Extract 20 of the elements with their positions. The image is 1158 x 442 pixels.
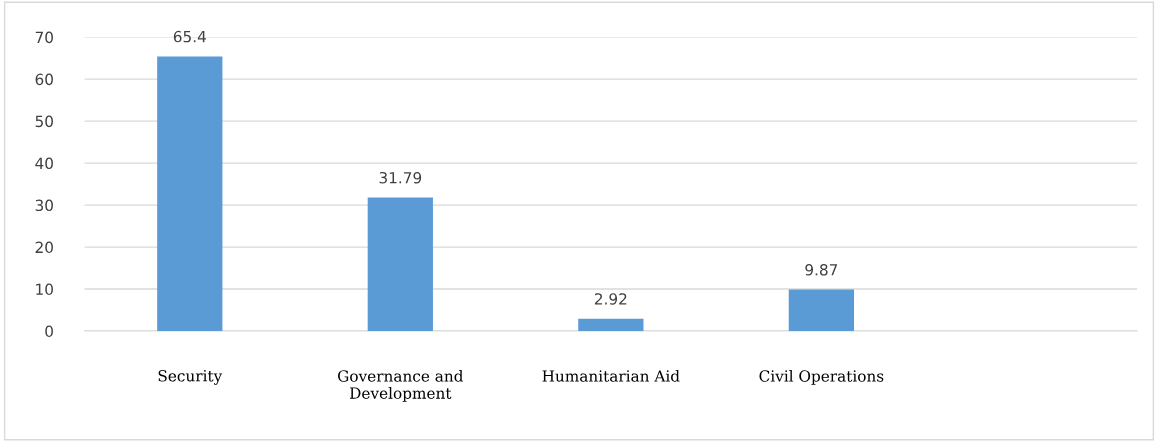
data-label: 31.79 (379, 171, 422, 184)
bar (578, 318, 644, 332)
x-tick-label: Security (158, 370, 223, 385)
y-tick-label: 20 (35, 241, 53, 254)
x-tick-label: Humanitarian Aid (542, 369, 680, 382)
y-tick-label: 10 (36, 283, 53, 296)
data-label: 9.87 (805, 263, 838, 276)
data-label: 2.92 (594, 293, 627, 305)
x-tick-label: Civil Operations (759, 369, 884, 385)
y-tick-label: 30 (35, 199, 53, 212)
data-label: 65.4 (173, 30, 206, 43)
y-tick-label: 70 (35, 31, 53, 44)
bar (788, 289, 854, 332)
x-tick-label: Governance and Development (338, 369, 464, 402)
y-tick-label: 50 (35, 115, 53, 128)
bar (367, 197, 433, 332)
y-tick-label: 40 (35, 157, 53, 170)
y-tick-label: 0 (45, 325, 53, 338)
bar (157, 56, 223, 332)
y-tick-label: 60 (35, 73, 53, 86)
